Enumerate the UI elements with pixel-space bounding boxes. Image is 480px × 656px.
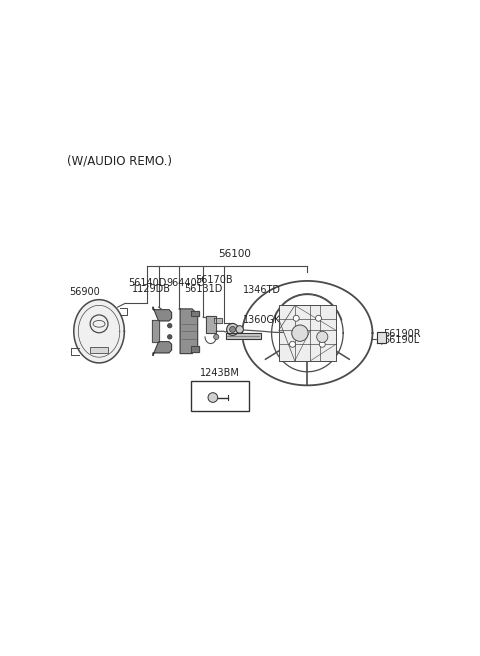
Circle shape — [289, 341, 296, 347]
Circle shape — [236, 325, 243, 333]
Polygon shape — [192, 346, 199, 352]
Circle shape — [317, 331, 328, 342]
Text: 1129DB: 1129DB — [132, 284, 171, 294]
Circle shape — [214, 335, 219, 339]
Circle shape — [208, 393, 218, 402]
Polygon shape — [206, 316, 216, 333]
Bar — [191, 380, 249, 411]
Text: 56190L: 56190L — [383, 335, 419, 346]
Polygon shape — [153, 307, 172, 321]
Circle shape — [168, 323, 172, 328]
Polygon shape — [152, 320, 158, 342]
Circle shape — [168, 335, 172, 339]
Circle shape — [315, 316, 322, 321]
Polygon shape — [377, 332, 386, 343]
Text: 96440C: 96440C — [166, 277, 204, 288]
Circle shape — [292, 325, 308, 341]
Text: 1243BM: 1243BM — [200, 368, 240, 378]
Circle shape — [229, 327, 236, 333]
Circle shape — [227, 323, 239, 335]
Polygon shape — [180, 309, 198, 354]
Circle shape — [293, 316, 299, 321]
Text: (W/AUDIO REMO.): (W/AUDIO REMO.) — [67, 155, 172, 167]
Text: 56900: 56900 — [70, 287, 100, 297]
Text: 1360GK: 1360GK — [243, 315, 282, 325]
Text: 56190R: 56190R — [383, 329, 420, 339]
Polygon shape — [192, 311, 199, 316]
Text: 56100: 56100 — [218, 249, 251, 260]
Polygon shape — [153, 342, 172, 356]
Polygon shape — [74, 300, 124, 363]
Circle shape — [319, 341, 325, 347]
Text: 56131D: 56131D — [184, 284, 222, 294]
Polygon shape — [215, 318, 222, 323]
Text: 56140D: 56140D — [128, 277, 167, 288]
Polygon shape — [226, 333, 261, 338]
Bar — [90, 347, 108, 353]
Bar — [279, 306, 336, 361]
Text: 56170B: 56170B — [195, 275, 233, 285]
Text: 1346TD: 1346TD — [243, 285, 281, 295]
